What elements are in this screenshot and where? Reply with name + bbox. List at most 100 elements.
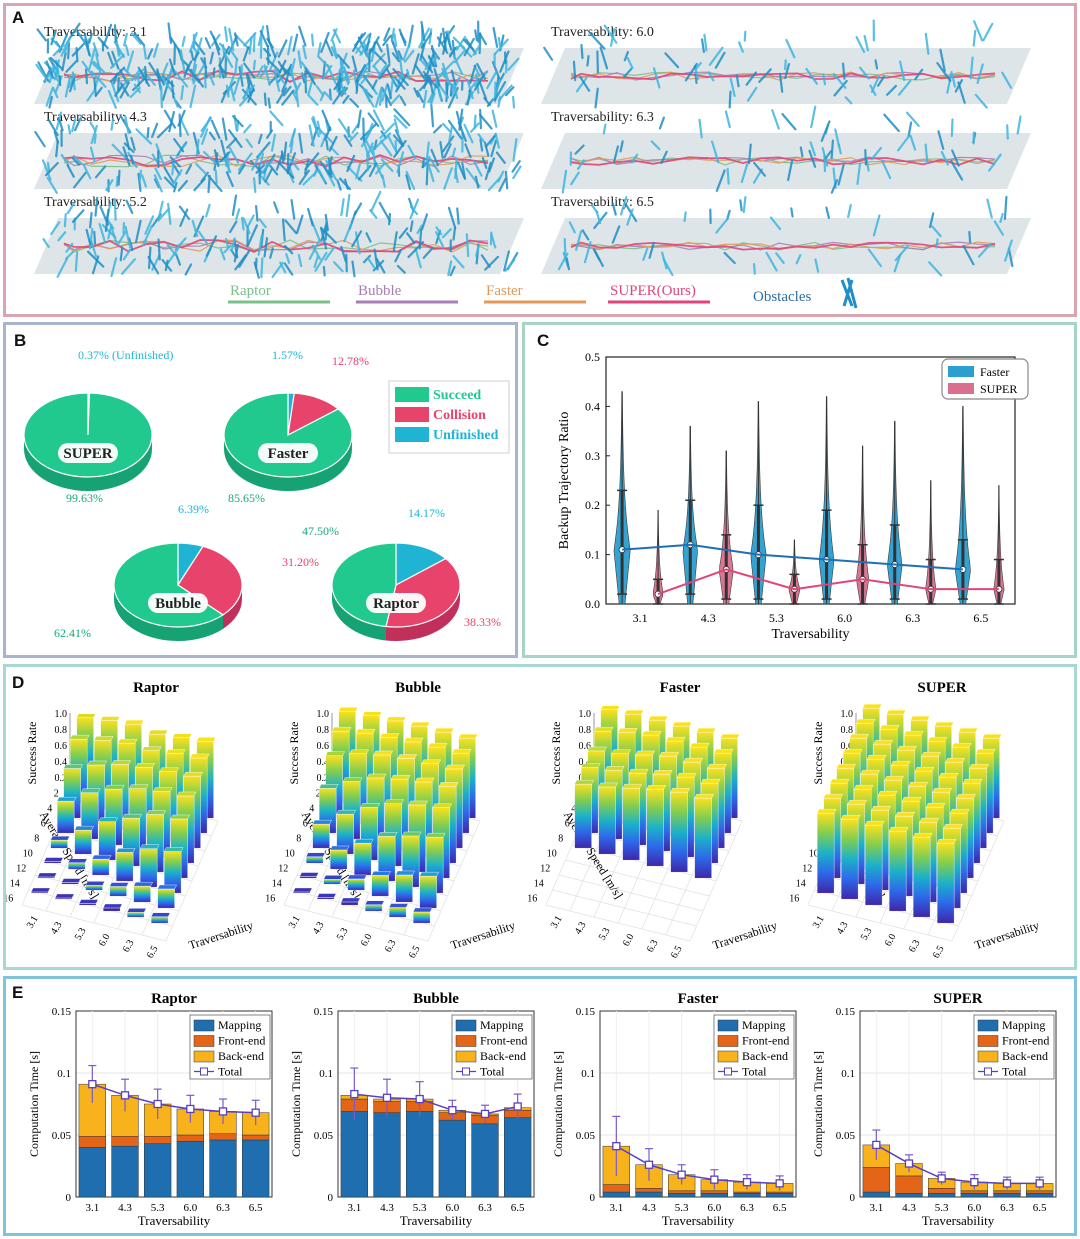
obstacle [499, 50, 510, 73]
y-tick-label: 0.1 [319, 1068, 333, 1080]
y-tick-label: 0.2 [585, 498, 600, 512]
y-tick-label: 0.05 [576, 1130, 596, 1142]
obstacle [396, 264, 406, 274]
bar-front [157, 888, 175, 909]
obstacle [230, 237, 236, 252]
obstacle [263, 237, 269, 258]
bar-front [50, 839, 68, 849]
x-tick-label: 6.3 [905, 611, 920, 625]
bar-front [412, 911, 431, 924]
obstacle [660, 150, 668, 165]
total-marker [186, 1104, 195, 1114]
obstacle [805, 67, 818, 85]
obstacle [427, 93, 434, 104]
obstacle [219, 248, 226, 261]
bar-top [43, 857, 64, 862]
obstacle [137, 66, 151, 87]
x-axis-label: Traversability [711, 918, 779, 952]
obstacle [157, 238, 161, 261]
bar-top [172, 733, 192, 738]
z-tick-label: 0.8 [317, 725, 330, 736]
obstacle [124, 225, 132, 249]
y-tick-label: 0.5 [585, 350, 600, 364]
bar-top [611, 749, 631, 754]
trajectory-super [570, 241, 996, 251]
y-tick-label: 0.1 [581, 1068, 595, 1080]
obstacle [390, 94, 401, 105]
bar-top [873, 739, 893, 745]
y-tick-label: 16 [789, 894, 799, 905]
obstacle [192, 63, 206, 85]
z-axis-label: Success Rate [287, 722, 301, 785]
obstacle [867, 248, 883, 268]
obstacle [968, 230, 972, 244]
obstacle [385, 67, 398, 88]
obstacle [437, 60, 455, 79]
bar-front [43, 861, 62, 864]
obstacle [351, 230, 363, 248]
obstacle [148, 61, 160, 80]
obstacle [342, 94, 350, 104]
pie-value-label: 31.20% [282, 555, 319, 569]
obstacle [974, 93, 988, 109]
obstacle [360, 129, 373, 148]
obstacle [117, 169, 121, 186]
bar-front [816, 812, 835, 894]
obstacle [870, 146, 883, 161]
obstacle [113, 197, 117, 221]
obstacle [315, 85, 325, 97]
obstacle [456, 207, 460, 225]
obstacle [255, 164, 266, 174]
obstacle [138, 169, 142, 182]
legend-label: SUPER [980, 382, 1017, 396]
bar-front [126, 912, 145, 918]
legend-marker [200, 1067, 208, 1076]
x-tick-label: 6.0 [445, 1202, 459, 1214]
legend-label: Back-end [218, 1049, 264, 1063]
x-axis-label: Traversability [973, 918, 1041, 952]
x-tick-label: 5.3 [151, 1202, 165, 1214]
bar-front [419, 875, 437, 909]
obstacle [497, 96, 502, 108]
obstacle [452, 255, 465, 269]
bar-top [912, 832, 933, 838]
bar-front [78, 903, 97, 906]
obstacle [642, 247, 649, 261]
obstacle [823, 154, 827, 173]
obstacle [47, 119, 59, 136]
obstacle [703, 33, 708, 52]
legend-swatch [977, 1035, 999, 1047]
y-tick-label: 6 [303, 819, 308, 830]
obstacle [414, 247, 422, 269]
obstacle [72, 154, 83, 165]
obstacle [355, 162, 361, 180]
obstacle [351, 123, 360, 134]
x-tick-label: 3.1 [633, 611, 648, 625]
bar-segment-front-end [700, 1190, 728, 1194]
obstacle [378, 63, 391, 80]
obstacle [588, 31, 606, 50]
x-tick-label: 6.5 [773, 1202, 787, 1214]
bar-top [713, 748, 734, 754]
x-tick-label: 5.3 [413, 1202, 427, 1214]
legend-label: Total [480, 1065, 505, 1079]
bar-front [598, 786, 616, 855]
bar-front [305, 856, 324, 864]
bar-front [371, 875, 389, 897]
obstacle [307, 94, 319, 106]
obstacle [58, 119, 64, 132]
bar-top [395, 870, 415, 876]
bar-top [139, 844, 160, 849]
obstacle [67, 42, 71, 60]
obstacle [931, 225, 942, 238]
bar-top [888, 826, 909, 832]
obstacle [223, 244, 232, 254]
obstacle [74, 250, 79, 272]
obstacle [425, 141, 430, 164]
obstacle [178, 113, 182, 138]
bar-top [117, 738, 138, 744]
obstacle [228, 27, 235, 52]
obstacle [133, 83, 142, 94]
trajectory-scenes: Traversability: 3.1 Traversability: 6.0 Tr… [34, 19, 1031, 309]
obstacle [296, 214, 304, 234]
